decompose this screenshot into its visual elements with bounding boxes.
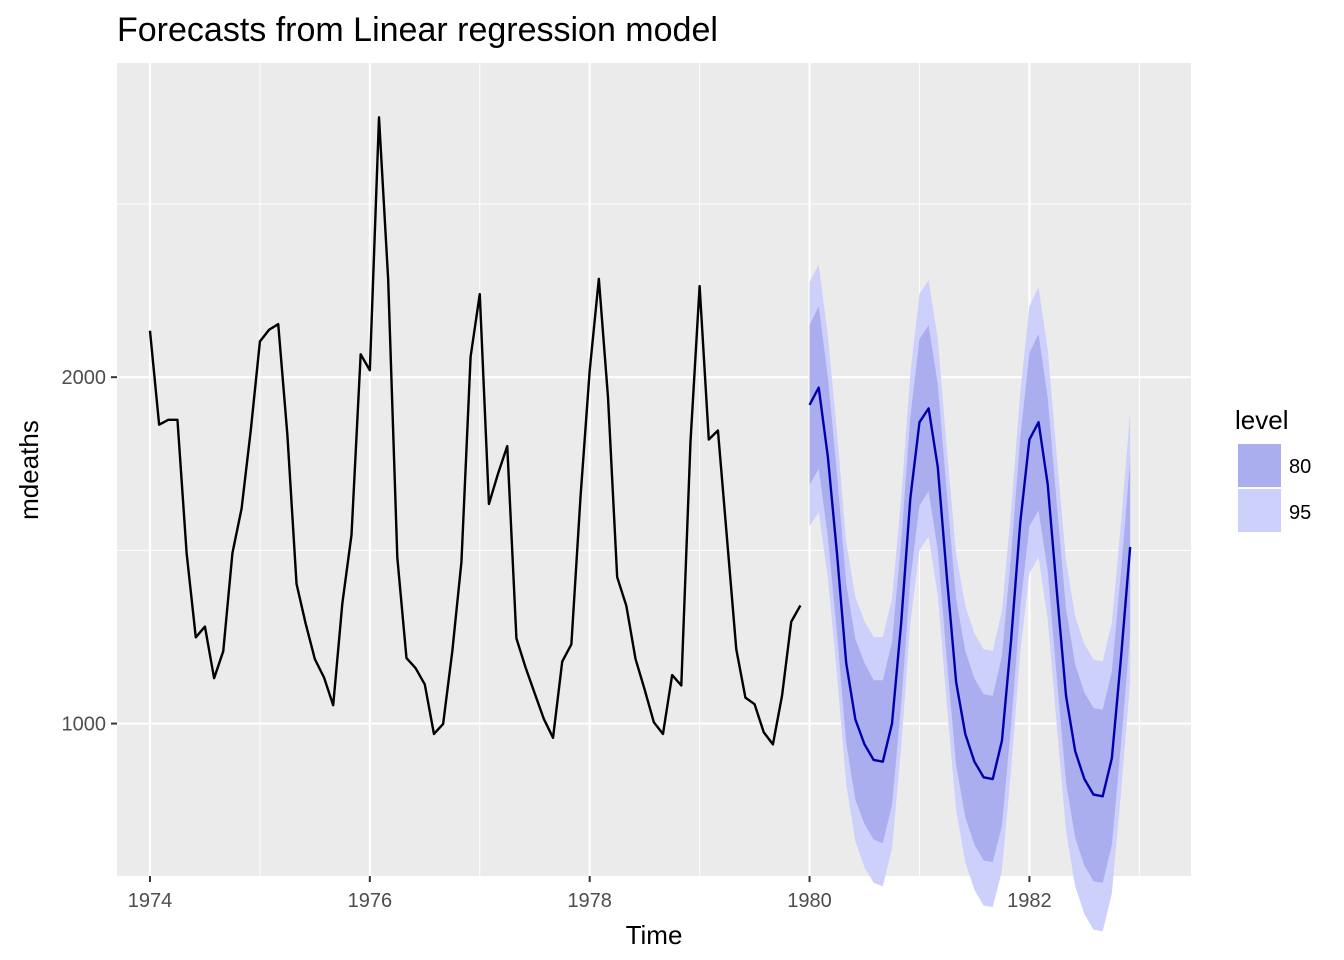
legend-title: level — [1235, 405, 1288, 435]
x-tick-label: 1982 — [1007, 890, 1052, 912]
x-axis-title: Time — [626, 920, 683, 950]
forecast-line — [808, 386, 1132, 798]
y-tick-label: 1000 — [62, 714, 107, 736]
series-lines — [148, 116, 1132, 798]
history-line — [148, 116, 802, 746]
x-tick-label: 1976 — [348, 890, 393, 912]
x-axis: 1974 1976 1978 1980 1982 — [128, 876, 1052, 912]
prediction-intervals — [809, 264, 1131, 932]
x-tick-label: 1978 — [567, 890, 612, 912]
y-tick-label: 2000 — [62, 367, 107, 389]
legend-label-80: 80 — [1289, 456, 1311, 478]
legend-swatch-95 — [1238, 489, 1281, 532]
band-80 — [809, 306, 1131, 883]
legend-label-95: 95 — [1289, 502, 1311, 524]
x-tick-label: 1980 — [787, 890, 832, 912]
y-axis-title: mdeaths — [14, 420, 44, 520]
y-axis: 1000 2000 — [62, 367, 117, 736]
x-tick-label: 1974 — [128, 890, 173, 912]
legend: level 80 95 — [1235, 405, 1311, 532]
legend-swatch-80 — [1238, 444, 1281, 487]
major-gridlines — [117, 63, 1191, 876]
chart-title: Forecasts from Linear regression model — [117, 11, 718, 49]
